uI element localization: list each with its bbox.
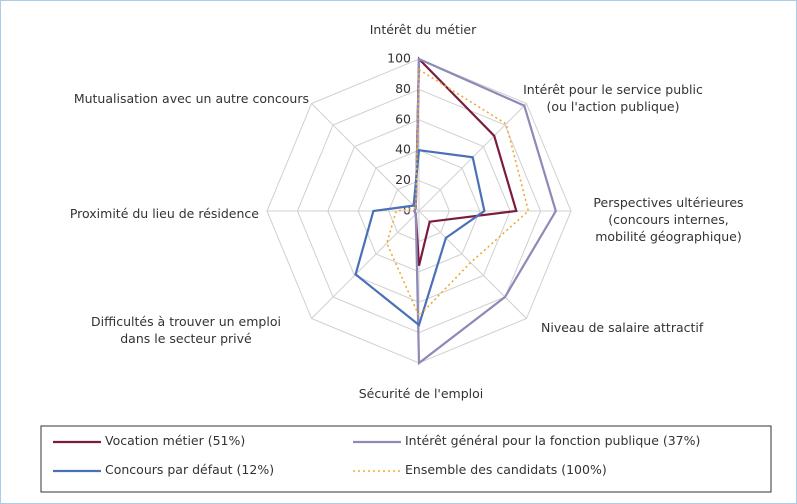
spoke [418,210,527,319]
r-tick-label: 60 [395,111,411,126]
series-line [413,57,557,366]
spoke [311,210,420,319]
axis-label: Difficultés à trouver un emploi dans le … [91,314,281,346]
legend-label: Ensemble des candidats (100%) [405,462,607,477]
r-tick-label: 80 [395,81,411,96]
axis-label: Proximité du lieu de résidence [69,206,259,221]
series-line [413,56,518,266]
series-line [385,68,530,318]
axis-label: Intérêt pour le service public (ou l'act… [523,82,703,114]
axis-label: Sécurité de l'emploi [358,386,484,401]
legend-label: Vocation métier (51%) [105,433,246,448]
r-tick-label: 0 [403,203,411,218]
spoke [311,103,420,212]
axis-label: Intérêt du métier [369,22,477,37]
axis-label: Perspectives ultérieures (concours inter… [593,195,744,244]
axis-label: Niveau de salaire attractif [541,320,704,335]
r-tick-label: 40 [395,142,411,157]
series-line [354,148,486,327]
r-tick-label: 100 [387,51,411,66]
r-tick-label: 20 [395,172,411,187]
legend-label: Intérêt général pour la fonction publiqu… [405,433,701,448]
legend-box [40,425,772,493]
axis-label: Mutualisation avec un autre concours [73,91,309,106]
legend-label: Concours par défaut (12%) [105,462,275,477]
